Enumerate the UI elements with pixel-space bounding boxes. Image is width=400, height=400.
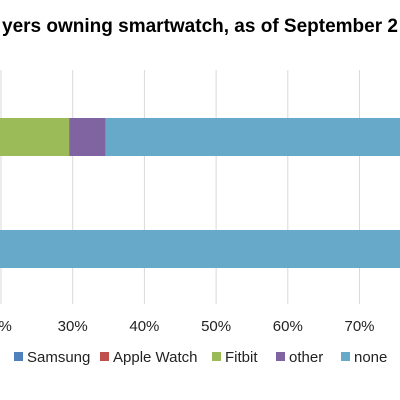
legend-swatch-apple-watch bbox=[100, 352, 109, 361]
bar-0-segment-none bbox=[105, 118, 400, 156]
bar-0-segment-fitbit bbox=[0, 118, 70, 156]
legend-swatch-samsung bbox=[14, 352, 23, 361]
x-tick-label-1: 30% bbox=[58, 318, 88, 335]
legend-label-none: none bbox=[354, 349, 387, 366]
legend-swatch-none bbox=[341, 352, 350, 361]
x-tick-label-2: 40% bbox=[129, 318, 159, 335]
gridlines bbox=[0, 70, 360, 304]
legend-label-fitbit: Fitbit bbox=[225, 349, 258, 366]
bars bbox=[0, 118, 400, 268]
legend-swatch-fitbit bbox=[212, 352, 221, 361]
chart-title: yers owning smartwatch, as of September … bbox=[2, 16, 398, 37]
x-tick-label-5: 70% bbox=[344, 318, 374, 335]
x-tick-label-0: 0% bbox=[0, 318, 12, 335]
bar-0-segment-other bbox=[69, 118, 106, 156]
legend-label-other: other bbox=[289, 349, 323, 366]
legend: Samsung Apple Watch Fitbit other none bbox=[14, 349, 387, 366]
x-axis-ticks: 0% 30% 40% 50% 60% 70% bbox=[0, 318, 375, 335]
x-tick-label-4: 60% bbox=[273, 318, 303, 335]
legend-label-apple-watch: Apple Watch bbox=[113, 349, 198, 366]
x-tick-label-3: 50% bbox=[201, 318, 231, 335]
bar-1-segment-none bbox=[0, 230, 400, 268]
legend-swatch-other bbox=[276, 352, 285, 361]
legend-label-samsung: Samsung bbox=[27, 349, 90, 366]
